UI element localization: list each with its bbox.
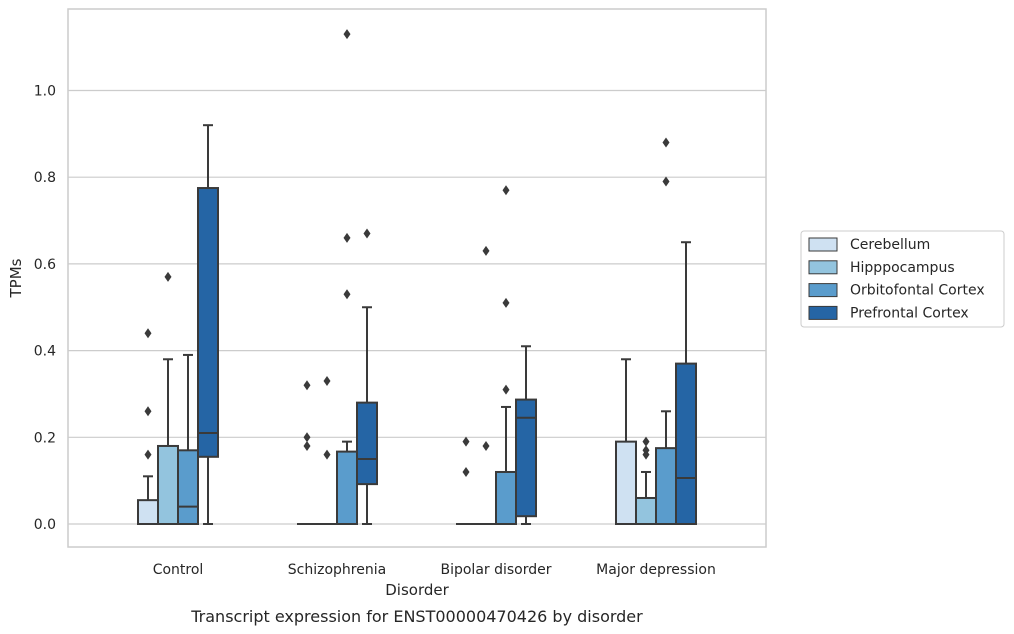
box-prefrontal-cortex <box>675 241 697 526</box>
box-hipppocampus <box>157 271 179 525</box>
outlier-point <box>303 380 311 391</box>
box-rect <box>197 187 219 458</box>
box-rect <box>177 449 199 525</box>
outlier-point <box>343 29 351 40</box>
box-rect <box>356 401 378 486</box>
legend-swatch <box>808 283 838 298</box>
box-rect <box>635 496 657 525</box>
outlier-point <box>662 137 670 148</box>
outlier-point <box>462 436 470 447</box>
box-rect <box>495 470 517 526</box>
outlier-point <box>363 228 371 239</box>
legend-swatch <box>808 237 838 252</box>
outlier-point <box>303 440 311 451</box>
box-hipppocampus <box>317 375 337 525</box>
box-rect <box>137 499 159 526</box>
legend-label: Hipppocampus <box>850 260 955 276</box>
legend-frame <box>800 230 1005 328</box>
y-tick-label: 0.0 <box>34 517 56 533</box>
outlier-point <box>343 232 351 243</box>
box-cerebellum <box>456 436 476 525</box>
outlier-point <box>642 436 650 447</box>
legend: Cerebellum Hipppocampus Orbitofontal Corte… <box>800 230 1005 328</box>
outlier-point <box>144 406 152 417</box>
outlier-point <box>323 375 331 386</box>
outlier-point <box>502 185 510 196</box>
x-tick-label: Control <box>153 562 204 578</box>
y-tick-label: 1.0 <box>34 84 56 100</box>
box-orbitofontal-cortex <box>495 185 517 526</box>
legend-swatch <box>808 305 838 320</box>
box-rect <box>515 398 537 518</box>
y-axis-label: TPMs <box>7 258 25 298</box>
chart-caption: Transcript expression for ENST0000047042… <box>190 607 643 626</box>
box-orbitofontal-cortex <box>655 137 677 526</box>
box-cerebellum <box>615 358 637 526</box>
legend-items: Cerebellum Hipppocampus Orbitofontal Corte… <box>808 237 985 321</box>
box-hipppocampus <box>635 436 657 525</box>
x-axis-label: Disorder <box>385 581 449 599</box>
y-tick-label: 0.6 <box>34 257 56 273</box>
outlier-point <box>642 445 650 456</box>
y-tick-label: 0.8 <box>34 170 56 186</box>
x-tick-label: Schizophrenia <box>288 562 386 578</box>
y-axis-ticks: 0.0 0.2 0.4 0.6 0.8 1.0 <box>34 84 56 534</box>
legend-label: Prefrontal Cortex <box>850 305 969 321</box>
box-cerebellum <box>297 380 317 525</box>
outlier-point <box>482 245 490 256</box>
outlier-point <box>144 328 152 339</box>
box-cerebellum <box>137 328 159 526</box>
box-rect <box>336 450 358 525</box>
outlier-point <box>502 384 510 395</box>
box-rect <box>615 440 637 526</box>
legend-label: Cerebellum <box>850 237 930 253</box>
boxes <box>137 29 697 526</box>
x-axis-ticks: Control Schizophrenia Bipolar disorder Majo… <box>153 562 716 578</box>
box-prefrontal-cortex <box>356 228 378 525</box>
outlier-point <box>164 271 172 282</box>
box-orbitofontal-cortex <box>177 353 199 525</box>
outlier-point <box>502 297 510 308</box>
plot-frame <box>67 8 767 548</box>
legend-label: Orbitofontal Cortex <box>850 283 985 299</box>
box-orbitofontal-cortex <box>336 29 358 525</box>
box-prefrontal-cortex <box>197 124 219 525</box>
outlier-point <box>482 440 490 451</box>
box-rect <box>157 444 179 525</box>
outlier-point <box>144 449 152 460</box>
legend-swatch <box>808 260 838 275</box>
outlier-point <box>343 289 351 300</box>
outlier-point <box>303 432 311 443</box>
box-rect <box>675 362 697 526</box>
box-hipppocampus <box>476 245 496 525</box>
y-tick-label: 0.2 <box>34 430 56 446</box>
outlier-point <box>662 176 670 187</box>
box-rect <box>655 447 677 526</box>
outlier-point <box>462 466 470 477</box>
x-tick-label: Major depression <box>596 562 716 578</box>
y-tick-label: 0.4 <box>34 344 56 360</box>
x-tick-label: Bipolar disorder <box>440 562 551 578</box>
outlier-point <box>323 449 331 460</box>
box-prefrontal-cortex <box>515 345 537 525</box>
